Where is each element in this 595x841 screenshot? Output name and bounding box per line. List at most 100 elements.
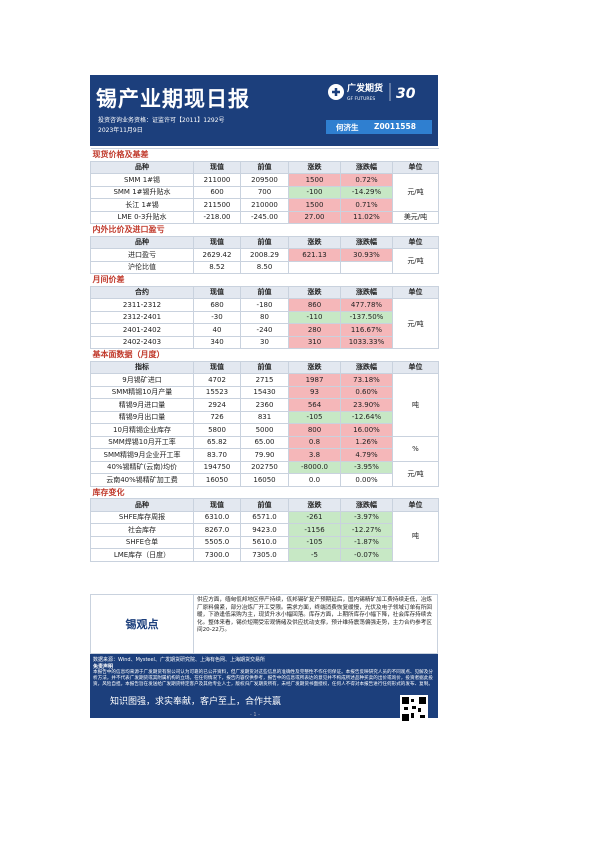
row-label: 沪伦比值 — [90, 260, 194, 274]
cell: 16050 — [193, 473, 241, 487]
cell: 5610.0 — [240, 535, 289, 549]
cell: -12.27% — [340, 523, 393, 537]
row-label: 9月锡矿进口 — [90, 373, 194, 387]
cell: 5505.0 — [193, 535, 241, 549]
logo: 广发期货 GF FUTURES 30 — [328, 82, 416, 102]
cell: 600 — [193, 185, 241, 199]
data-row: 云南40%锡精矿加工费 16050 16050 0.0 0.00% — [90, 473, 439, 487]
cell: 83.70 — [193, 448, 241, 462]
row-label: 2311-2312 — [90, 298, 194, 312]
cell: 4.79% — [340, 448, 393, 462]
cell: 65.82 — [193, 435, 241, 449]
cell: -100 — [288, 185, 341, 199]
cell: -218.00 — [193, 210, 241, 224]
column-header: 单位 — [392, 285, 439, 299]
cell: 621.13 — [288, 248, 341, 262]
cell: 15430 — [240, 385, 289, 399]
cell: -240 — [240, 323, 289, 337]
cell: 73.18% — [340, 373, 393, 387]
unit: 美元/吨 — [392, 210, 439, 224]
column-header: 涨跌 — [288, 160, 341, 174]
column-header: 现值 — [193, 285, 241, 299]
cell: -1.87% — [340, 535, 393, 549]
section-title: 内外比价及进口盈亏 — [90, 223, 439, 237]
row-label: 精锡9月出口量 — [90, 410, 194, 424]
header-row: 品种 现值 前值 涨跌 涨跌幅 单位 — [90, 235, 439, 249]
section-title-row: 内外比价及进口盈亏 — [90, 223, 439, 237]
section-title-row: 库存变化 — [90, 485, 439, 499]
column-header: 现值 — [193, 160, 241, 174]
cell — [340, 260, 393, 274]
section-title: 基本面数据（月度） — [90, 348, 439, 362]
row-label: LME 0-3升贴水 — [90, 210, 194, 224]
section-title: 现货价格及基差 — [90, 148, 439, 162]
row-label: SHFE库存周报 — [90, 510, 194, 524]
data-row: SMM 1#锡升贴水 600 700 -100 -14.29% — [90, 185, 439, 199]
column-header: 前值 — [240, 160, 289, 174]
cell: 800 — [288, 423, 341, 437]
cell: 30 — [240, 335, 289, 349]
cell: -1156 — [288, 523, 341, 537]
cell: 0.8 — [288, 435, 341, 449]
data-row: 40%锡精矿(云南)均价 194750 202750 -8000.0 -3.95% 元/吨 — [90, 460, 439, 487]
row-label: 2401-2402 — [90, 323, 194, 337]
column-header: 现值 — [193, 235, 241, 249]
cell: 6310.0 — [193, 510, 241, 524]
data-row: 长江 1#锡 211500 210000 1500 0.71% — [90, 198, 439, 212]
column-header: 指标 — [90, 360, 194, 374]
cell: 8267.0 — [193, 523, 241, 537]
cell: -137.50% — [340, 310, 393, 324]
column-header: 单位 — [392, 498, 439, 512]
section-title: 库存变化 — [90, 485, 439, 499]
cell: 8.50 — [240, 260, 289, 274]
cell: 2715 — [240, 373, 289, 387]
slogan: 知识图强，求实奉献，客户至上，合作共赢 — [110, 697, 282, 707]
cell: 7300.0 — [193, 548, 241, 562]
column-header: 前值 — [240, 360, 289, 374]
column-header: 涨跌幅 — [340, 160, 393, 174]
cell: 15523 — [193, 385, 241, 399]
section-title: 月间价差 — [90, 273, 439, 287]
cell: 0.00% — [340, 473, 393, 487]
cell: 4702 — [193, 373, 241, 387]
row-label: SMM 1#锡升贴水 — [90, 185, 194, 199]
cell: 0.71% — [340, 198, 393, 212]
anniversary: 30 — [396, 86, 416, 102]
cell: -3.97% — [340, 510, 393, 524]
cell: 860 — [288, 298, 341, 312]
cell: 210000 — [240, 198, 289, 212]
cell: 40 — [193, 323, 241, 337]
cell: 116.67% — [340, 323, 393, 337]
cell: 7305.0 — [240, 548, 289, 562]
cell: 0.60% — [340, 385, 393, 399]
column-header: 涨跌幅 — [340, 235, 393, 249]
qr-code — [400, 695, 428, 723]
report: 锡产业期现日报 投资咨询业务资格：证监许可【2011】1292号 2023年11… — [90, 75, 439, 730]
cell: 310 — [288, 335, 341, 349]
cell: 5000 — [240, 423, 289, 437]
row-label: 2402-2403 — [90, 335, 194, 349]
column-header: 单位 — [392, 235, 439, 249]
data-row: 精锡9月进口量 2924 2360 564 23.90% — [90, 398, 439, 412]
cell: -261 — [288, 510, 341, 524]
header-row: 合约 现值 前值 涨跌 涨跌幅 单位 — [90, 285, 439, 299]
column-header: 品种 — [90, 235, 194, 249]
cell: 1987 — [288, 373, 341, 387]
row-label: 云南40%锡精矿加工费 — [90, 473, 194, 487]
header-row: 指标 现值 前值 涨跌 涨跌幅 单位 — [90, 360, 439, 374]
page-number: - 1 - — [250, 712, 260, 718]
cell: 680 — [193, 298, 241, 312]
cell: -5 — [288, 548, 341, 562]
column-header: 前值 — [240, 235, 289, 249]
cell: 0.0 — [288, 473, 341, 487]
brand: 广发期货 — [347, 82, 383, 94]
cell: 11.02% — [340, 210, 393, 224]
data-row: 2402-2403 340 30 310 1033.33% — [90, 335, 439, 349]
cell: 16050 — [240, 473, 289, 487]
cell: 209500 — [240, 173, 289, 187]
cell: -12.64% — [340, 410, 393, 424]
viewpoint-label: 锡观点 — [91, 595, 194, 653]
cell: 2360 — [240, 398, 289, 412]
logo-icon-mark — [332, 88, 340, 96]
